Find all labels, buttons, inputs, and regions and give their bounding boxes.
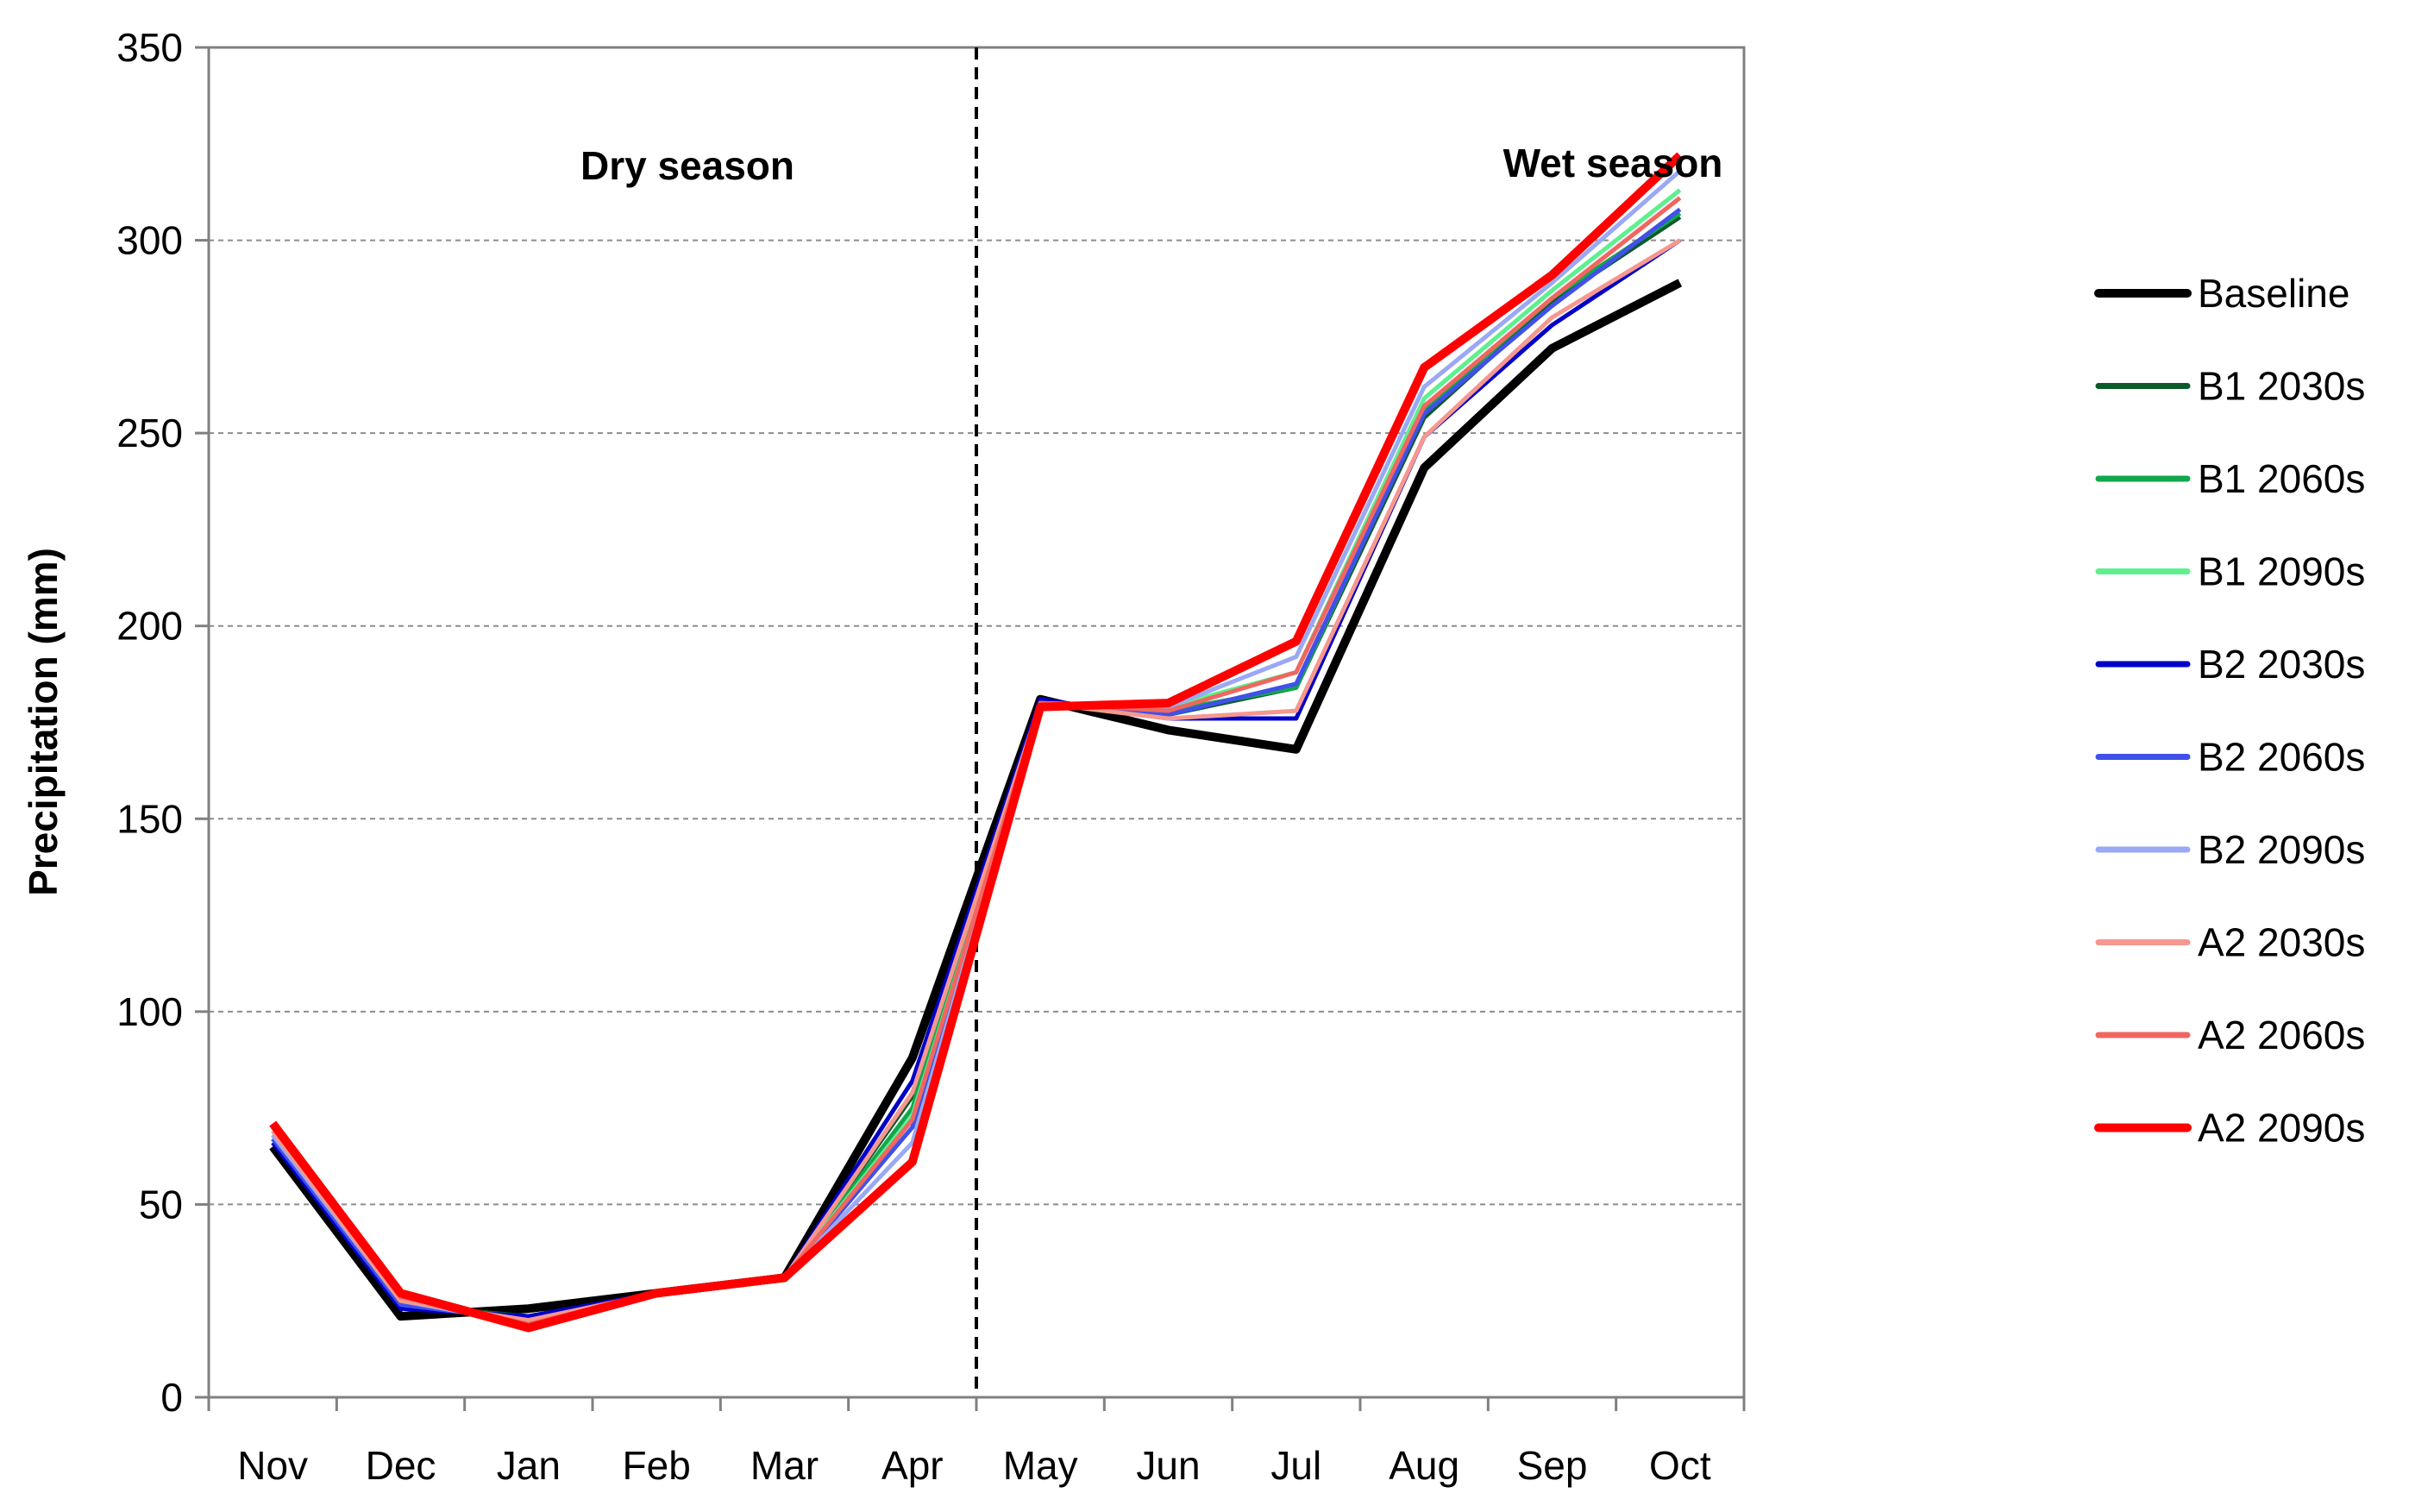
axes xyxy=(195,46,1746,1411)
x-tick-label-dec: Dec xyxy=(366,1443,436,1488)
y-tick-label-200: 200 xyxy=(116,604,183,649)
legend: Baseline B1 2030s B1 2060s B1 2090s B2 2030s… xyxy=(2094,271,2365,1151)
x-tick-label-sep: Sep xyxy=(1517,1443,1588,1488)
legend-label-b2-2060s: B2 2060s xyxy=(2198,735,2365,780)
y-tick-label-250: 250 xyxy=(116,411,183,455)
legend-label-b1-2060s: B1 2060s xyxy=(2198,456,2365,501)
series-line-a2-2030s xyxy=(271,238,1682,1323)
series-line-a2-2090s xyxy=(269,152,1684,1333)
y-tick-label-300: 300 xyxy=(116,218,183,263)
series-lines xyxy=(269,152,1684,1333)
x-tick-label-feb: Feb xyxy=(623,1443,691,1488)
y-tick-label-350: 350 xyxy=(116,25,183,70)
x-tick-label-jun: Jun xyxy=(1136,1443,1200,1488)
legend-label-a2-2060s: A2 2060s xyxy=(2198,1013,2365,1057)
y-tick-label-150: 150 xyxy=(116,796,183,841)
x-tick-labels: Nov Dec Jan Feb Mar Apr May Jun Jul Aug Sep Oct xyxy=(237,1443,1711,1488)
x-tick-label-jul: Jul xyxy=(1270,1443,1321,1488)
x-tick-label-mar: Mar xyxy=(750,1443,819,1488)
x-tick-label-may: May xyxy=(1003,1443,1078,1488)
series-line-baseline xyxy=(269,279,1683,1321)
legend-label-a2-2030s: A2 2030s xyxy=(2198,920,2365,965)
legend-label-b2-2090s: B2 2090s xyxy=(2198,827,2365,872)
legend-label-b1-2030s: B1 2030s xyxy=(2198,364,2365,409)
dry-season-label: Dry season xyxy=(580,143,794,188)
y-tick-labels: 0 50 100 150 200 250 300 350 xyxy=(116,25,183,1420)
x-tick-label-aug: Aug xyxy=(1389,1443,1459,1488)
x-tick-label-oct: Oct xyxy=(1649,1443,1711,1488)
y-tick-label-0: 0 xyxy=(160,1375,183,1420)
x-tick-label-apr: Apr xyxy=(881,1443,944,1488)
legend-label-b1-2090s: B1 2090s xyxy=(2198,549,2365,594)
y-tick-label-50: 50 xyxy=(139,1182,183,1227)
y-tick-label-100: 100 xyxy=(116,989,183,1034)
y-axis-title: Precipitation (mm) xyxy=(21,548,66,896)
legend-label-b2-2030s: B2 2030s xyxy=(2198,642,2365,687)
legend-label-baseline: Baseline xyxy=(2198,271,2349,316)
wet-season-label: Wet season xyxy=(1503,141,1723,185)
x-tick-label-nov: Nov xyxy=(237,1443,308,1488)
legend-label-a2-2090s: A2 2090s xyxy=(2198,1106,2365,1151)
x-tick-label-jan: Jan xyxy=(497,1443,561,1488)
